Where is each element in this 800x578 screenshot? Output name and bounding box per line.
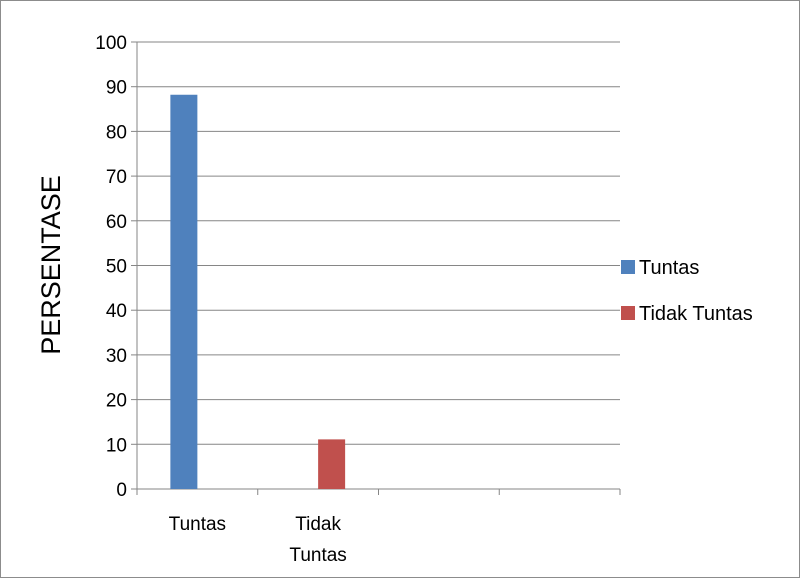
x-category-label: Tidak (295, 514, 341, 535)
legend-swatch-tidak-tuntas (621, 306, 635, 320)
category-labels: Tuntas Tidak Tuntas (169, 514, 347, 566)
axes (131, 41, 621, 495)
y-tick-label: 0 (116, 480, 127, 501)
legend-label-tuntas: Tuntas (639, 257, 699, 279)
y-tick-label: 60 (106, 212, 127, 233)
y-tick-label: 40 (106, 301, 127, 322)
legend-swatch-tuntas (621, 260, 635, 274)
gridlines (137, 41, 620, 445)
x-category-label: Tuntas (169, 514, 226, 535)
y-tick-label: 70 (106, 167, 127, 188)
y-tick-label: 80 (106, 122, 127, 143)
y-tick-label: 90 (106, 78, 127, 99)
legend: Tuntas Tidak Tuntas (621, 257, 753, 325)
y-tick-label: 30 (106, 346, 127, 367)
x-category-label: Tuntas (289, 545, 346, 566)
bar-tidak-tuntas (318, 439, 346, 489)
y-tick-label: 100 (95, 33, 127, 54)
y-axis-title: PERSENTASE (36, 175, 66, 355)
legend-label-tidak-tuntas: Tidak Tuntas (639, 303, 753, 325)
y-tick-label: 20 (106, 391, 127, 412)
y-tick-label: 10 (106, 435, 127, 456)
bar-tuntas (170, 94, 198, 489)
y-tick-labels: 0 10 20 30 40 50 60 70 80 90 100 (95, 33, 127, 501)
bars (170, 94, 346, 489)
y-tick-label: 50 (106, 257, 127, 278)
